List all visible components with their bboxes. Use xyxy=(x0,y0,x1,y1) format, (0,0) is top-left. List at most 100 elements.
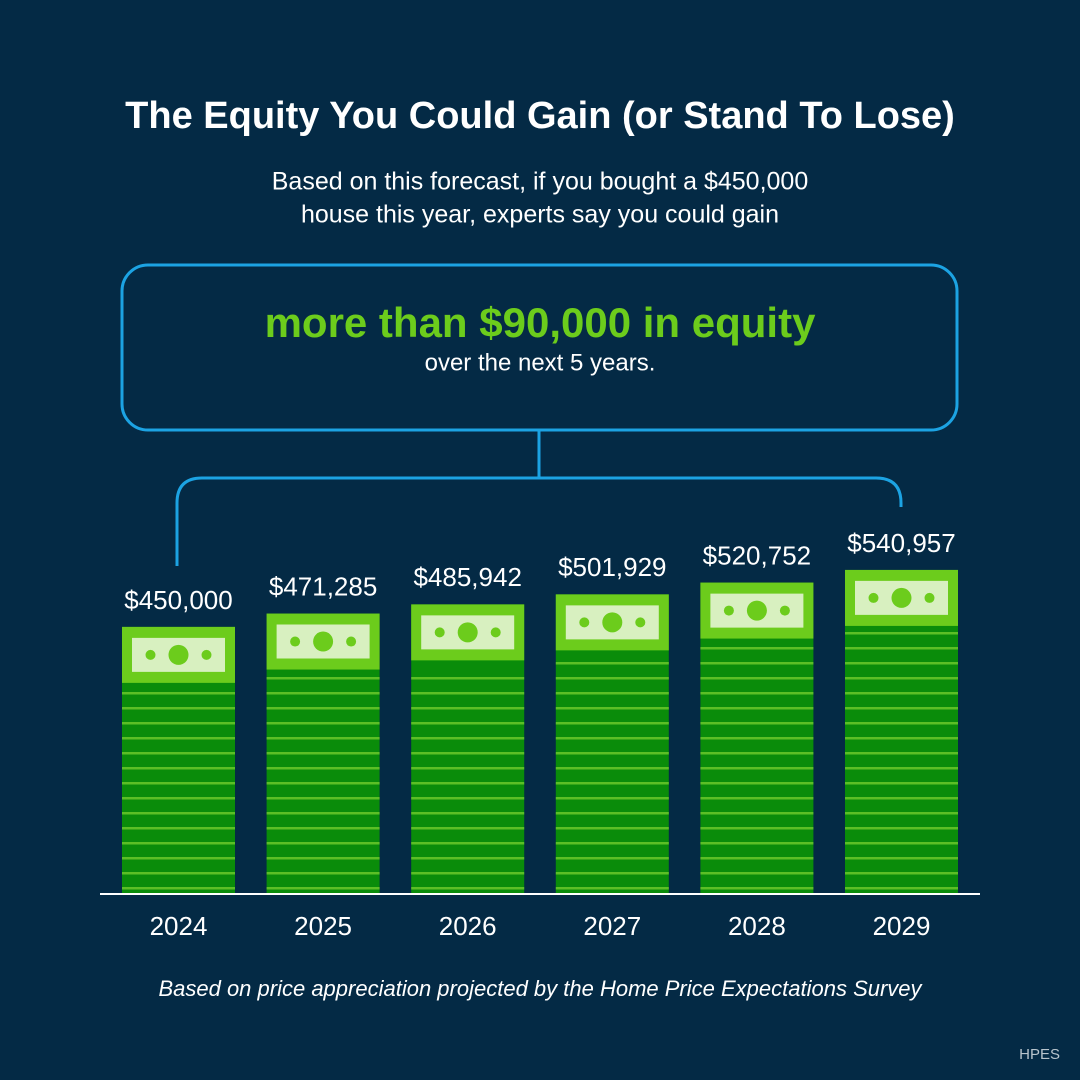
bill-stripe xyxy=(845,842,958,845)
bill-stripe xyxy=(266,872,380,875)
bill-stripe xyxy=(700,767,814,770)
bill-stripe xyxy=(700,722,814,725)
bill-stripe xyxy=(700,707,814,710)
bill-stripe xyxy=(411,857,525,860)
bill-stripe xyxy=(700,782,814,785)
bill-stripe xyxy=(700,827,814,830)
bill-dot xyxy=(579,617,590,628)
bill-stripe xyxy=(411,797,525,800)
bill-stripe xyxy=(700,842,814,845)
bill-dot xyxy=(201,649,212,660)
bill-stripe xyxy=(555,812,669,815)
bill-dot xyxy=(868,592,879,603)
bill-stripe xyxy=(411,782,525,785)
bill-dot xyxy=(723,605,734,616)
bill-stripe xyxy=(845,662,958,665)
bill-stripe xyxy=(700,692,814,695)
bracket xyxy=(175,476,903,566)
bill-dot xyxy=(602,612,623,633)
bill-stripe xyxy=(845,677,958,680)
bill-stripe xyxy=(122,707,235,710)
value-label: $540,957 xyxy=(847,528,955,558)
bill-stripe xyxy=(266,827,380,830)
bill-stripe xyxy=(411,737,525,740)
bill-stripe xyxy=(122,767,235,770)
bill-stripe xyxy=(845,827,958,830)
bill-stripe xyxy=(845,887,958,890)
bill-stripe xyxy=(845,632,958,635)
bill-stripe xyxy=(700,662,814,665)
bill-stripe xyxy=(555,782,669,785)
bill-stripe xyxy=(266,797,380,800)
bill-stripe xyxy=(845,857,958,860)
bill-stripe xyxy=(122,782,235,785)
bill-stripe xyxy=(122,752,235,755)
bill-stripe xyxy=(411,767,525,770)
bill-stripe xyxy=(555,767,669,770)
bill-dot xyxy=(434,627,445,638)
bill-dot xyxy=(168,644,189,665)
bill-stripe xyxy=(122,872,235,875)
bill-dot xyxy=(313,631,334,652)
bill-stripe xyxy=(266,887,380,890)
bill-stripe xyxy=(555,842,669,845)
bill-dot xyxy=(779,605,790,616)
bill-stripe xyxy=(555,752,669,755)
value-label: $471,285 xyxy=(269,571,377,601)
bill-stripe xyxy=(122,887,235,890)
bill-dot xyxy=(635,617,646,628)
bill-stripe xyxy=(700,647,814,650)
bill-stripe xyxy=(700,797,814,800)
bill-stripe xyxy=(555,692,669,695)
bill-dot xyxy=(145,649,156,660)
x-tick-label: 2025 xyxy=(294,911,352,941)
bill-stripe xyxy=(555,677,669,680)
footnote: Based on price appreciation projected by… xyxy=(158,976,923,1001)
bill-stripe xyxy=(411,692,525,695)
bill-stripe xyxy=(411,842,525,845)
bill-stripe xyxy=(266,707,380,710)
bill-stripe xyxy=(845,767,958,770)
value-label: $450,000 xyxy=(124,585,232,615)
value-label: $485,942 xyxy=(413,562,521,592)
bill-stripe xyxy=(555,827,669,830)
source: HPES xyxy=(1019,1046,1060,1063)
bill-stripe xyxy=(700,857,814,860)
bill-stripe xyxy=(555,707,669,710)
bill-stripe xyxy=(555,797,669,800)
bill-stripe xyxy=(266,812,380,815)
bill-stripe xyxy=(845,872,958,875)
bill-dot xyxy=(346,636,357,647)
bill-stripe xyxy=(555,887,669,890)
bill-stripe xyxy=(700,737,814,740)
bill-stripe xyxy=(700,872,814,875)
x-tick-label: 2027 xyxy=(583,911,641,941)
bill-stripe xyxy=(122,737,235,740)
bill-stripe xyxy=(845,647,958,650)
bill-stripe xyxy=(122,797,235,800)
bill-stripe xyxy=(266,857,380,860)
bill-stripe xyxy=(411,677,525,680)
bill-dot xyxy=(490,627,501,638)
bill-stripe xyxy=(411,887,525,890)
bill-dot xyxy=(746,600,767,621)
subtitle: house this year, experts say you could g… xyxy=(301,201,779,229)
bill-stripe xyxy=(266,677,380,680)
bill-dot xyxy=(457,622,478,643)
bill-stripe xyxy=(411,722,525,725)
bill-stripe xyxy=(411,752,525,755)
bill-stripe xyxy=(555,737,669,740)
x-tick-label: 2024 xyxy=(150,911,208,941)
bill-stripe xyxy=(266,722,380,725)
x-tick-label: 2028 xyxy=(728,911,786,941)
bill-stripe xyxy=(266,692,380,695)
subtitle: Based on this forecast, if you bought a … xyxy=(272,168,809,196)
bill-stripe xyxy=(266,737,380,740)
bill-stripe xyxy=(845,752,958,755)
bill-stripe xyxy=(845,707,958,710)
bill-stripe xyxy=(266,752,380,755)
bill-stripe xyxy=(122,692,235,695)
bill-stripe xyxy=(122,857,235,860)
